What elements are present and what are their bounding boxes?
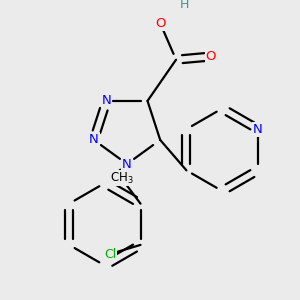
Text: N: N	[122, 158, 132, 170]
Text: N: N	[253, 123, 263, 136]
Text: CH$_3$: CH$_3$	[110, 171, 133, 186]
Text: O: O	[206, 50, 216, 63]
Text: O: O	[155, 17, 165, 30]
Text: N: N	[89, 134, 99, 146]
Text: H: H	[179, 0, 189, 11]
Text: Cl: Cl	[104, 248, 116, 260]
Text: N: N	[102, 94, 111, 107]
